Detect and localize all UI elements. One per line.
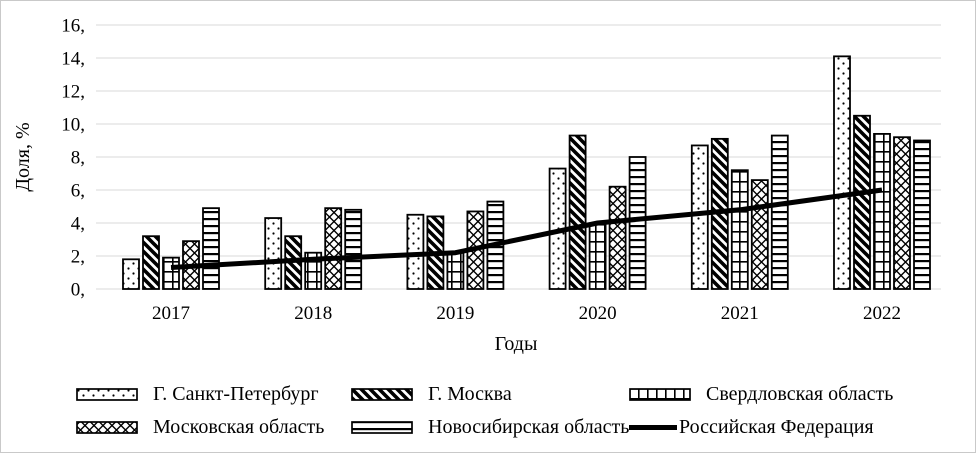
x-axis-tick-labels: 2017 2018 2019 2020 2021 2022 xyxy=(152,303,901,324)
legend-item: Новосибирская область xyxy=(351,414,629,440)
bar xyxy=(853,114,871,290)
y-tick-label: 12, xyxy=(61,82,85,103)
bar xyxy=(608,185,627,290)
bar xyxy=(142,235,160,290)
legend-label: Российская Федерация xyxy=(679,415,874,438)
bar xyxy=(568,134,587,290)
legend-item: Российская Федерация xyxy=(629,414,874,440)
bar xyxy=(588,223,607,290)
legend-item: Г. Санкт-Петербург xyxy=(76,381,319,407)
x-tick-label: 2022 xyxy=(863,303,901,324)
bar xyxy=(324,207,343,290)
gridlines xyxy=(96,24,941,290)
y-tick-label: 2, xyxy=(71,247,85,268)
bar xyxy=(893,136,911,290)
bar xyxy=(730,169,749,290)
bar xyxy=(122,258,140,290)
chart-canvas: 0,2,4,6,8,10,12,14,16, 2017 2018 2019 2020 2… xyxy=(12,16,941,355)
legend-item: Московская область xyxy=(76,414,324,440)
federation-trend-line xyxy=(170,187,883,271)
y-tick-label: 14, xyxy=(61,49,85,70)
bar xyxy=(770,134,789,290)
x-tick-label: 2019 xyxy=(436,303,474,324)
bar xyxy=(344,208,363,290)
bar xyxy=(162,256,180,290)
legend-label: Новосибирская область xyxy=(428,415,630,438)
y-tick-label: 6, xyxy=(71,181,85,202)
bar xyxy=(690,144,709,290)
bar xyxy=(446,251,465,290)
legend-item: Свердловская область xyxy=(629,381,893,407)
bar xyxy=(628,156,647,290)
x-axis-title: Годы xyxy=(495,333,538,355)
legend: Г. Санкт-Петербург Г. Москва Свердловская … xyxy=(1,377,975,449)
bar xyxy=(202,207,220,290)
bar xyxy=(264,217,283,290)
legend-swatch-diamond xyxy=(76,420,138,434)
legend-swatch-solid-line xyxy=(629,424,677,430)
bar-series xyxy=(122,55,931,290)
x-tick-label: 2017 xyxy=(152,303,190,324)
x-tick-label: 2020 xyxy=(579,303,617,324)
legend-swatch-dots xyxy=(76,387,138,401)
line-series xyxy=(170,187,883,271)
bar xyxy=(873,132,891,290)
legend-label: Г. Санкт-Петербург xyxy=(153,382,319,405)
y-tick-label: 0, xyxy=(71,280,85,301)
y-tick-label: 4, xyxy=(71,214,85,235)
legend-swatch-heavy-diagonal xyxy=(351,387,413,401)
bar xyxy=(913,139,931,290)
y-tick-label: 8, xyxy=(71,148,85,169)
y-tick-label: 16, xyxy=(61,16,85,37)
y-axis-title: Доля, % xyxy=(12,122,34,191)
legend-item: Г. Москва xyxy=(351,381,512,407)
bar xyxy=(833,55,851,290)
x-tick-label: 2021 xyxy=(721,303,759,324)
legend-swatch-grid xyxy=(629,387,691,401)
y-tick-label: 10, xyxy=(61,115,85,136)
legend-swatch-horizontal xyxy=(351,420,413,434)
legend-label: Г. Москва xyxy=(428,382,512,405)
legend-label: Свердловская область xyxy=(706,382,894,405)
legend-label: Московская область xyxy=(153,415,325,438)
bar xyxy=(750,179,769,290)
y-axis-tick-labels: 0, 2, 4, 6, 8, 10, 12, 14, 16, xyxy=(61,16,85,301)
x-tick-label: 2018 xyxy=(294,303,332,324)
